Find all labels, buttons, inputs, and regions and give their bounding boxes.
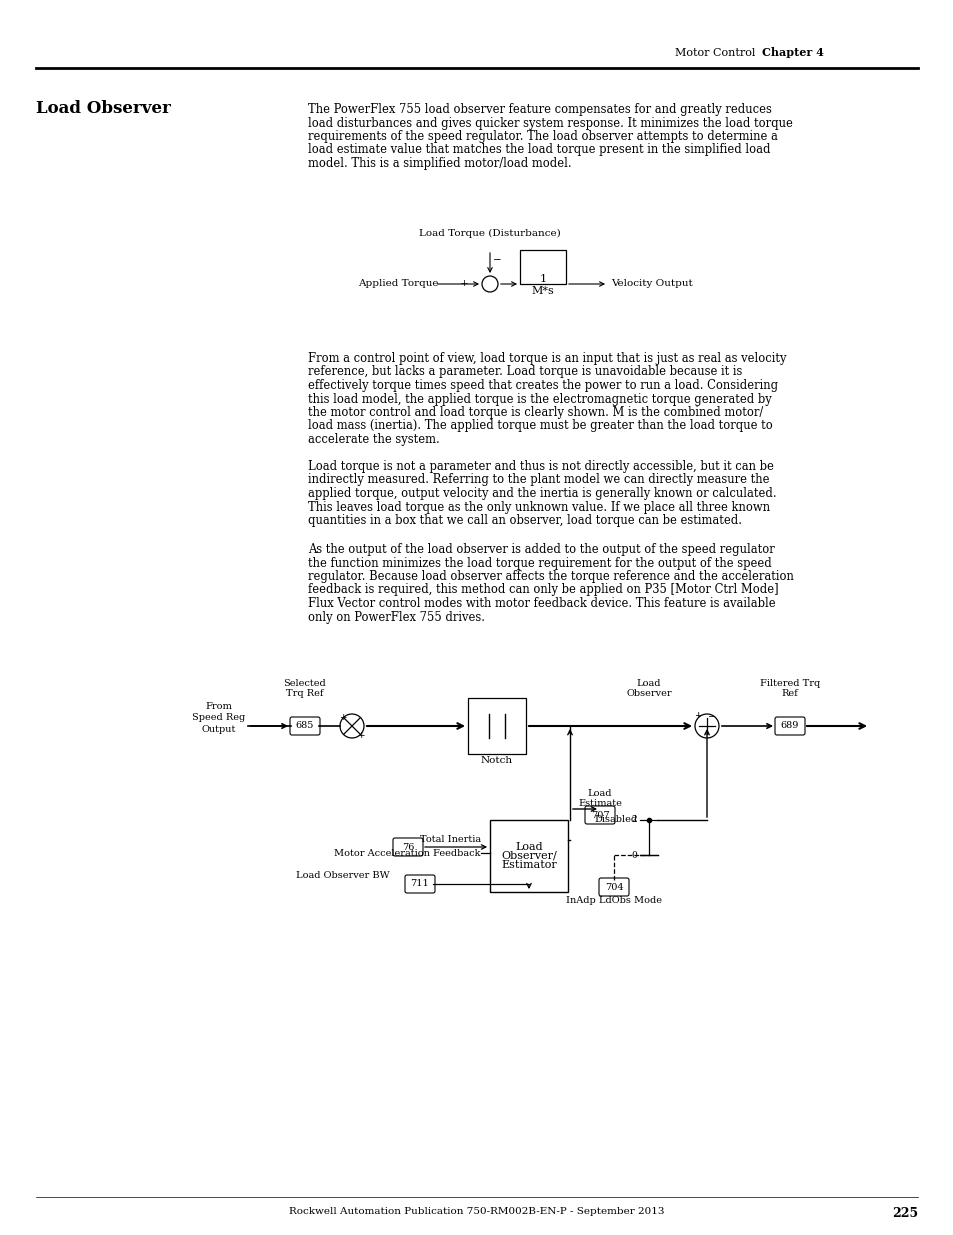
Text: 1: 1: [538, 274, 546, 284]
Text: 707: 707: [590, 810, 609, 820]
Text: accelerate the system.: accelerate the system.: [308, 433, 439, 446]
Text: 711: 711: [410, 879, 429, 888]
Text: Total Inertia: Total Inertia: [419, 836, 480, 845]
Text: Filtered Trq
Ref: Filtered Trq Ref: [760, 678, 820, 698]
FancyBboxPatch shape: [584, 806, 615, 824]
Text: Load torque is not a parameter and thus is not directly accessible, but it can b: Load torque is not a parameter and thus …: [308, 459, 773, 473]
Text: model. This is a simplified motor/load model.: model. This is a simplified motor/load m…: [308, 157, 571, 170]
Text: −: −: [493, 257, 501, 266]
Text: −: −: [706, 711, 714, 720]
Text: +: +: [459, 279, 469, 289]
Text: Load Observer: Load Observer: [36, 100, 171, 117]
Text: From
Speed Reg
Output: From Speed Reg Output: [192, 703, 245, 734]
Text: indirectly measured. Referring to the plant model we can directly measure the: indirectly measured. Referring to the pl…: [308, 473, 769, 487]
FancyBboxPatch shape: [598, 878, 628, 897]
Text: load estimate value that matches the load torque present in the simplified load: load estimate value that matches the loa…: [308, 143, 770, 157]
Text: Motor Control: Motor Control: [674, 48, 754, 58]
Text: This leaves load torque as the only unknown value. If we place all three known: This leaves load torque as the only unkn…: [308, 500, 769, 514]
Text: Notch: Notch: [480, 756, 513, 764]
Text: Motor Acceleration Feedback: Motor Acceleration Feedback: [335, 848, 480, 857]
Text: +: +: [356, 730, 364, 740]
Text: Load Observer BW: Load Observer BW: [296, 871, 390, 879]
Text: 685: 685: [295, 721, 314, 730]
Text: From a control point of view, load torque is an input that is just as real as ve: From a control point of view, load torqu…: [308, 352, 785, 366]
Text: M*s: M*s: [531, 287, 554, 296]
Text: Disabled: Disabled: [595, 815, 638, 824]
Text: InAdp LdObs Mode: InAdp LdObs Mode: [565, 897, 661, 905]
Text: 76: 76: [401, 842, 414, 851]
Text: only on PowerFlex 755 drives.: only on PowerFlex 755 drives.: [308, 610, 484, 624]
Text: As the output of the load observer is added to the output of the speed regulator: As the output of the load observer is ad…: [308, 543, 774, 556]
FancyBboxPatch shape: [393, 839, 422, 856]
Text: Estimator: Estimator: [500, 860, 557, 869]
Text: quantities in a box that we call an observer, load torque can be estimated.: quantities in a box that we call an obse…: [308, 514, 741, 527]
Text: +: +: [339, 713, 346, 721]
Text: Load
Estimate: Load Estimate: [578, 789, 621, 808]
Text: Velocity Output: Velocity Output: [610, 279, 692, 289]
Text: 225: 225: [891, 1207, 917, 1220]
Text: 2: 2: [631, 815, 637, 825]
Text: applied torque, output velocity and the inertia is generally known or calculated: applied torque, output velocity and the …: [308, 487, 776, 500]
Text: requirements of the speed regulator. The load observer attempts to determine a: requirements of the speed regulator. The…: [308, 130, 777, 143]
FancyBboxPatch shape: [290, 718, 319, 735]
Text: 0: 0: [631, 851, 637, 860]
Text: the function minimizes the load torque requirement for the output of the speed: the function minimizes the load torque r…: [308, 557, 771, 569]
Text: effectively torque times speed that creates the power to run a load. Considering: effectively torque times speed that crea…: [308, 379, 778, 391]
Text: Load: Load: [515, 842, 542, 852]
Text: Load Torque (Disturbance): Load Torque (Disturbance): [418, 228, 560, 238]
Text: +: +: [694, 711, 701, 720]
Text: The PowerFlex 755 load observer feature compensates for and greatly reduces: The PowerFlex 755 load observer feature …: [308, 103, 771, 116]
Text: Rockwell Automation Publication 750-RM002B-EN-P - September 2013: Rockwell Automation Publication 750-RM00…: [289, 1207, 664, 1216]
Text: Flux Vector control modes with motor feedback device. This feature is available: Flux Vector control modes with motor fee…: [308, 597, 775, 610]
Text: the motor control and load torque is clearly shown. M is the combined motor/: the motor control and load torque is cle…: [308, 406, 762, 419]
Text: Load
Observer: Load Observer: [625, 678, 671, 698]
Text: Applied Torque: Applied Torque: [357, 279, 438, 289]
Text: 689: 689: [780, 721, 799, 730]
Bar: [490, 820, 567, 892]
Text: Selected
Trq Ref: Selected Trq Ref: [283, 678, 326, 698]
Text: 704: 704: [604, 883, 622, 892]
FancyBboxPatch shape: [405, 876, 435, 893]
Text: Chapter 4: Chapter 4: [761, 47, 823, 58]
Text: Observer/: Observer/: [500, 851, 557, 861]
Bar: [519, 249, 565, 284]
Text: reference, but lacks a parameter. Load torque is unavoidable because it is: reference, but lacks a parameter. Load t…: [308, 366, 741, 378]
Text: regulator. Because load observer affects the torque reference and the accelerati: regulator. Because load observer affects…: [308, 571, 793, 583]
Text: this load model, the applied torque is the electromagnetic torque generated by: this load model, the applied torque is t…: [308, 393, 771, 405]
Text: feedback is required, this method can only be applied on P35 [Motor Ctrl Mode]: feedback is required, this method can on…: [308, 583, 778, 597]
FancyBboxPatch shape: [774, 718, 804, 735]
Text: load disturbances and gives quicker system response. It minimizes the load torqu: load disturbances and gives quicker syst…: [308, 116, 792, 130]
Text: load mass (inertia). The applied torque must be greater than the load torque to: load mass (inertia). The applied torque …: [308, 420, 772, 432]
Bar: [468, 698, 525, 755]
